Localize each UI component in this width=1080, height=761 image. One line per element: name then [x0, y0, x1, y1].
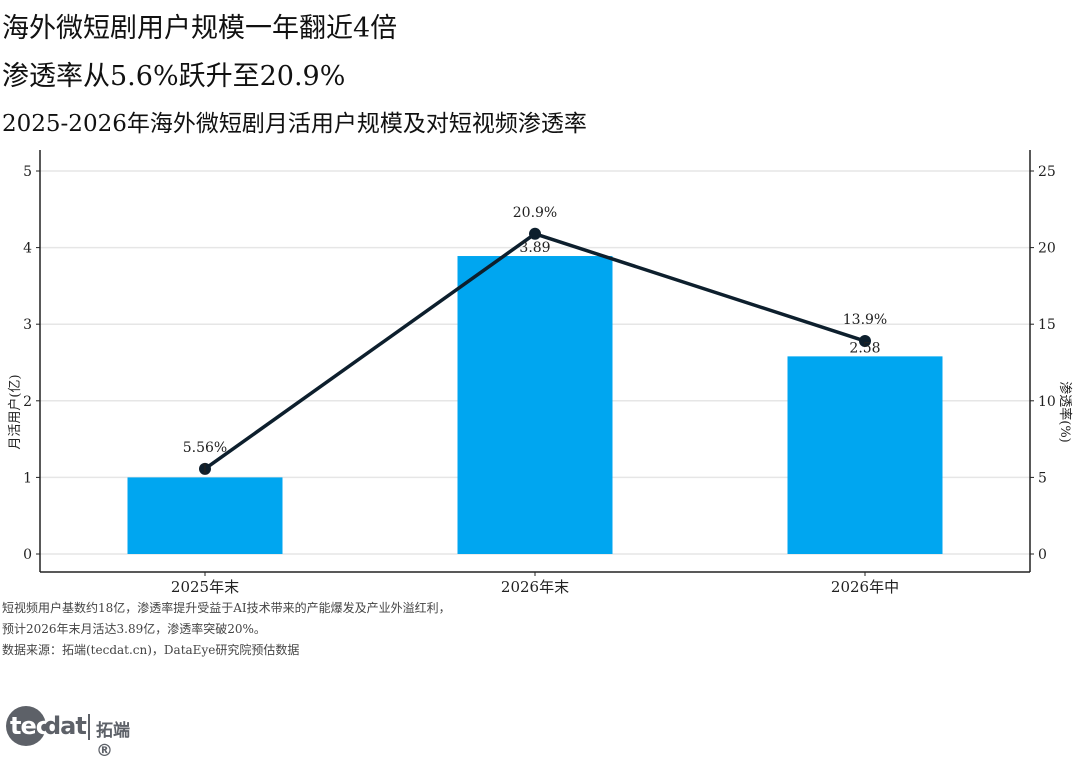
right-tick-label: 10	[1038, 394, 1056, 410]
right-tick-label: 0	[1038, 547, 1047, 563]
line-value-label: 5.56%	[183, 440, 227, 456]
logo-text-name: 拓端®	[96, 721, 130, 761]
source-note: 数据来源：拓端(tecdat.cn)，DataEye研究院预估数据	[2, 643, 300, 657]
x-tick-label: 2025年末	[171, 578, 239, 596]
category-labels: 2025年末 2026年末 2026年中	[171, 572, 899, 596]
line-point	[529, 227, 541, 240]
logo-text-dat: dat	[44, 712, 87, 740]
logo-circle-icon	[6, 706, 46, 746]
line-point	[859, 335, 871, 348]
right-tick-labels: 0 5 10 15 20 25	[1030, 164, 1056, 563]
right-tick-label: 15	[1038, 317, 1056, 333]
y-axis-label: 月活用户(亿)	[7, 374, 23, 449]
right-tick-label: 20	[1038, 241, 1056, 257]
right-tick-label: 25	[1038, 164, 1056, 180]
tecdat-logo: tec dat 拓端®	[6, 704, 146, 761]
bar	[127, 477, 283, 554]
bar	[457, 256, 613, 554]
line-point	[199, 462, 211, 475]
left-tick-label: 0	[23, 547, 32, 563]
bar-value-label: 2.58	[849, 340, 880, 356]
chart-title-line2: 渗透率从5.6%跃升至20.9%	[2, 61, 346, 92]
x-tick-label: 2026年中	[831, 578, 899, 596]
logo-text-tec: tec	[10, 712, 50, 740]
left-tick-labels: 0 1 2 3 4 5	[23, 164, 40, 563]
line-value-label: 13.9%	[843, 312, 887, 328]
x-tick-label: 2026年末	[501, 578, 569, 596]
penetration-line	[199, 227, 871, 475]
left-tick-label: 3	[23, 317, 32, 333]
bar-value-label: 1	[201, 461, 210, 477]
chart-subtitle: 2025-2026年海外微短剧月活用户规模及对短视频渗透率	[2, 111, 587, 137]
data-labels: 1 3.89 2.58 5.56% 20.9% 13.9%	[183, 205, 887, 478]
right-tick-label: 5	[1038, 470, 1047, 486]
chart-title-line1: 海外微短剧用户规模一年翻近4倍	[2, 13, 398, 44]
footnote-line2: 预计2026年末月活达3.89亿，渗透率突破20%。	[2, 622, 266, 636]
footnote-line1: 短视频用户基数约18亿，渗透率提升受益于AI技术带来的产能爆发及产业外溢红利，	[2, 601, 451, 615]
left-tick-label: 5	[23, 164, 32, 180]
bar-value-label: 3.89	[519, 240, 550, 256]
bars	[127, 256, 943, 554]
bar	[787, 356, 943, 554]
line-value-label: 20.9%	[513, 205, 557, 221]
left-tick-label: 4	[23, 241, 32, 257]
y2-axis-label: 渗透率(%)	[1057, 381, 1073, 443]
logo-divider	[88, 714, 90, 740]
left-tick-label: 2	[23, 394, 32, 410]
left-tick-label: 1	[23, 470, 32, 486]
